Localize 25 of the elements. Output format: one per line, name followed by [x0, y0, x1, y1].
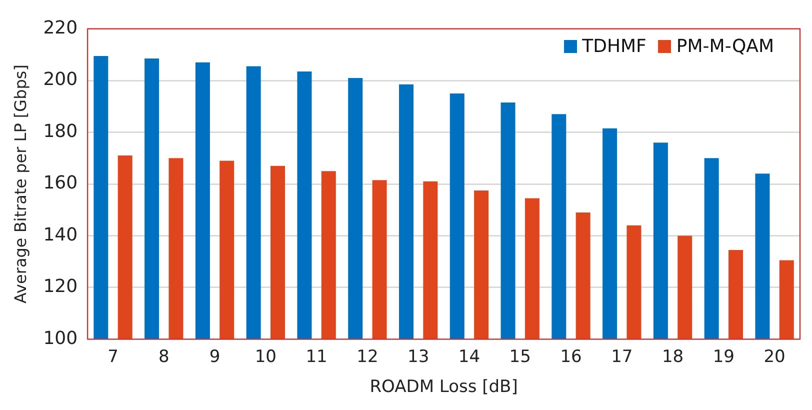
- x-tick-label: 12: [356, 346, 378, 367]
- x-tick-label: 14: [458, 346, 480, 367]
- y-axis-title: Average Bitrate per LP [Gbps]: [10, 64, 30, 304]
- legend-label: PM-M-QAM: [676, 36, 774, 57]
- x-tick-label: 13: [408, 346, 430, 367]
- x-tick-label: 7: [108, 346, 118, 367]
- y-tick-label: 140: [43, 224, 78, 246]
- x-tick-label: 9: [209, 346, 220, 367]
- y-tick-label: 100: [43, 328, 78, 349]
- x-tick-label: 15: [509, 346, 531, 367]
- y-tick-label: 200: [43, 69, 78, 90]
- x-tick-label: 17: [611, 346, 633, 367]
- x-axis-title: ROADM Loss [dB]: [370, 377, 518, 398]
- x-tick-label: 16: [560, 346, 582, 367]
- y-tick-label: 220: [43, 17, 78, 38]
- x-tick-label: 18: [662, 346, 684, 367]
- x-tick-label: 10: [254, 346, 276, 367]
- x-tick-label: 8: [158, 346, 170, 367]
- x-tick-label: 11: [306, 346, 328, 367]
- x-tick-label: 20: [764, 346, 786, 367]
- y-tick-label: 160: [43, 172, 78, 194]
- x-tick-label: 19: [712, 346, 734, 367]
- y-tick-label: 120: [43, 276, 78, 298]
- y-tick-label: 180: [43, 120, 78, 142]
- legend-label: TDHMF: [582, 36, 646, 57]
